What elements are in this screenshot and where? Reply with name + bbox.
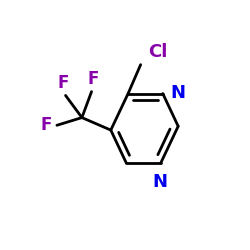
Text: Cl: Cl xyxy=(148,43,168,61)
Text: N: N xyxy=(152,174,168,192)
Text: F: F xyxy=(58,74,69,92)
Text: N: N xyxy=(170,84,186,102)
Text: F: F xyxy=(41,116,52,134)
Text: F: F xyxy=(88,70,99,88)
